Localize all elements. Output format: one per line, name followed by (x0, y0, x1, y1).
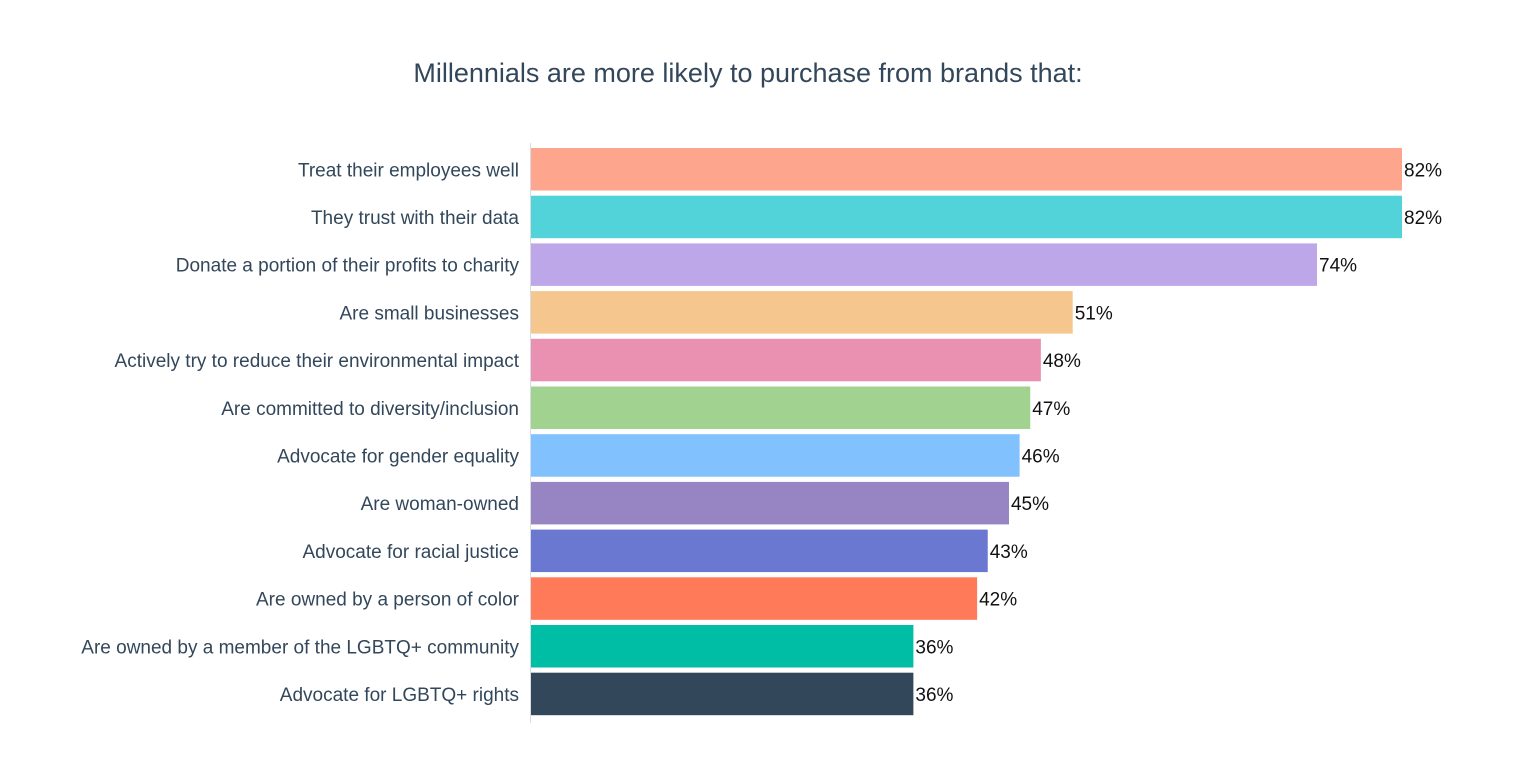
bar (531, 577, 978, 620)
category-label: Advocate for gender equality (277, 446, 519, 467)
data-label: 47% (1032, 399, 1070, 420)
category-label: Donate a portion of their profits to cha… (176, 256, 520, 277)
bar (531, 148, 1402, 191)
category-label: Are small businesses (339, 303, 519, 324)
category-label: Advocate for racial justice (303, 542, 520, 563)
data-label: 82% (1404, 160, 1442, 181)
bar (531, 338, 1041, 382)
chart-title: Millennials are more likely to purchase … (413, 58, 1083, 88)
bar (531, 386, 1031, 429)
bar (531, 195, 1402, 239)
data-label: 51% (1075, 303, 1113, 324)
data-label: 45% (1011, 494, 1049, 515)
bar (531, 625, 914, 668)
category-label: Are committed to diversity/inclusion (221, 399, 519, 420)
data-label: 36% (915, 637, 953, 658)
data-label: 82% (1404, 208, 1442, 229)
data-label: 43% (990, 542, 1028, 563)
bar (531, 291, 1073, 334)
category-label: Advocate for LGBTQ+ rights (280, 685, 519, 706)
bar (531, 481, 1009, 525)
data-label: 48% (1043, 351, 1081, 372)
category-label: Actively try to reduce their environment… (115, 351, 520, 372)
data-label: 42% (979, 590, 1017, 611)
data-label: 74% (1319, 256, 1357, 277)
data-label: 46% (1022, 446, 1060, 467)
category-label: Treat their employees well (298, 160, 519, 181)
bar (531, 529, 988, 573)
bar (531, 672, 914, 716)
bar (531, 434, 1020, 477)
category-label: Are owned by a member of the LGBTQ+ comm… (81, 637, 519, 658)
category-label: Are owned by a person of color (256, 590, 520, 611)
category-label: They trust with their data (311, 208, 519, 229)
category-label: Are woman-owned (361, 494, 519, 515)
bar (531, 243, 1318, 286)
data-label: 36% (915, 685, 953, 706)
